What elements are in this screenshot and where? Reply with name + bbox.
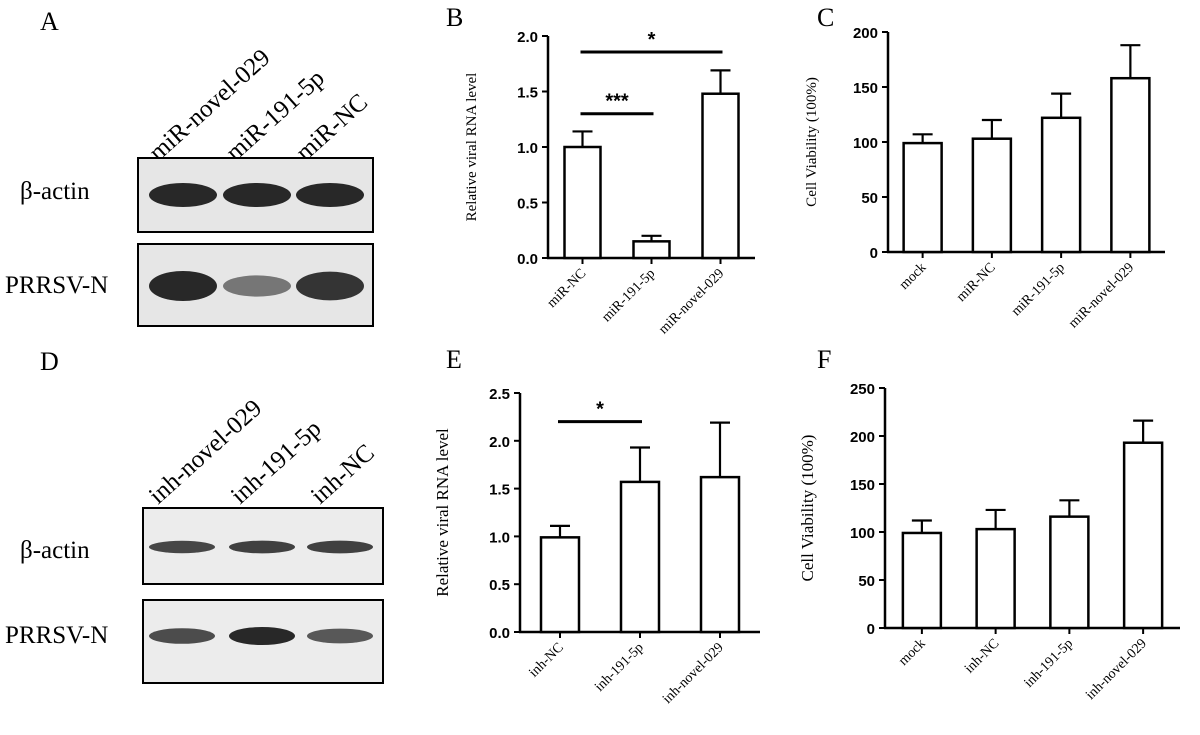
y-tick-label-f-2: 100: [850, 525, 875, 542]
panel-letter-e: E: [446, 345, 462, 374]
blot-panel-d: D inh-novel-029 inh-191-5p inh-NC β-acti…: [5, 347, 384, 684]
x-tick-label-b-2: miR-191-5p: [599, 266, 658, 325]
x-tick-label-f-3: inh-191-5p: [1022, 636, 1077, 691]
blot-band-a-actin-2: [223, 183, 291, 207]
chart-e: 0.0 0.5 1.0 1.5 2.0 2.5 Relative viral RNA lev…: [433, 386, 760, 707]
bar-e-2: [619, 480, 661, 634]
x-tick-label-e-3: inh-novel-029: [660, 640, 727, 707]
y-tick-label-f-3: 150: [850, 477, 875, 494]
y-tick-label-c-1: 50: [861, 190, 878, 207]
bar-c-3: [1040, 116, 1082, 254]
x-tick-label-e-1: inh-NC: [527, 640, 567, 680]
y-tick-label-b-0: 0.0: [517, 251, 538, 268]
blot-band-d-actin-3: [307, 540, 373, 554]
x-tick-label-b-1: miR-NC: [545, 266, 590, 311]
bar-f-2: [975, 527, 1016, 630]
panel-letter-d: D: [40, 347, 59, 376]
x-tick-label-c-4: miR-novel-029: [1066, 260, 1137, 331]
panel-letter-b: B: [446, 3, 463, 32]
y-axis-label-b: Relative viral RNA level: [464, 73, 480, 222]
y-axis-label-e: Relative viral RNA level: [433, 428, 452, 597]
y-tick-label-e-3: 1.5: [489, 482, 510, 499]
y-tick-label-f-5: 250: [850, 381, 875, 398]
blot-band-d-actin-1: [149, 540, 215, 554]
y-tick-label-c-2: 100: [853, 135, 878, 152]
row-label-d-prrsv: PRRSV-N: [5, 622, 108, 649]
bar-e-1: [539, 536, 581, 634]
y-tick-label-b-1: 0.5: [517, 196, 538, 213]
row-label-a-actin: β-actin: [20, 178, 90, 205]
chart-f: 0 50 100 150 200 250 Cell Viability (100%) mock…: [798, 381, 1180, 703]
bar-f-3: [1049, 515, 1090, 630]
bar-f-1: [901, 531, 943, 630]
bar-c-1: [902, 141, 943, 254]
bar-c-2: [971, 137, 1013, 254]
lane-label-d-3: inh-NC: [306, 439, 380, 509]
y-tick-label-c-4: 200: [853, 25, 878, 42]
y-tick-label-b-3: 1.5: [517, 85, 538, 102]
x-tick-label-f-4: inh-novel-029: [1083, 636, 1150, 703]
x-tick-label-c-3: miR-191-5p: [1009, 260, 1068, 319]
y-tick-label-f-4: 200: [850, 429, 875, 446]
significance-label-b-1: ***: [605, 91, 629, 113]
bar-c-4: [1110, 76, 1151, 254]
y-tick-label-f-1: 50: [858, 573, 875, 590]
x-tick-label-b-3: miR-novel-029: [656, 266, 727, 337]
significance-label-e-1: *: [596, 399, 604, 421]
y-tick-label-c-0: 0: [870, 245, 878, 262]
y-tick-label-e-2: 1.0: [489, 529, 510, 546]
row-label-d-actin: β-actin: [20, 537, 90, 564]
blot-band-a-prrsv-2: [223, 275, 291, 297]
blot-band-a-prrsv-3: [296, 271, 364, 301]
y-tick-label-e-1: 0.5: [489, 577, 510, 594]
y-axis-label-f: Cell Viability (100%): [798, 435, 817, 582]
bar-b-1: [563, 145, 602, 260]
bar-f-4: [1122, 441, 1164, 630]
panel-letter-c: C: [817, 3, 834, 32]
y-tick-label-b-2: 1.0: [517, 140, 538, 157]
blot-band-a-actin-1: [149, 183, 217, 207]
x-tick-label-f-2: inh-NC: [962, 636, 1002, 676]
y-tick-label-b-4: 2.0: [517, 29, 538, 46]
y-tick-label-c-3: 150: [853, 80, 878, 97]
panel-letter-f: F: [817, 345, 831, 374]
bar-b-3: [701, 92, 740, 260]
x-tick-label-c-1: mock: [897, 260, 930, 293]
bar-b-2: [632, 240, 671, 260]
row-label-a-prrsv: PRRSV-N: [5, 272, 108, 299]
blot-band-a-prrsv-1: [149, 271, 217, 301]
blot-band-d-prrsv-1: [149, 628, 215, 644]
y-tick-label-e-5: 2.5: [489, 386, 510, 403]
x-tick-label-e-2: inh-191-5p: [592, 640, 647, 695]
panel-letter-a: A: [40, 7, 59, 36]
x-tick-label-c-2: miR-NC: [954, 260, 999, 305]
blot-panel-a: A miR-novel-029 miR-191-5p miR-NC β-acti…: [5, 7, 374, 327]
y-axis-label-c: Cell Viability (100%): [804, 77, 820, 207]
blot-band-a-actin-3: [296, 183, 364, 207]
y-tick-label-e-4: 2.0: [489, 434, 510, 451]
y-tick-label-f-0: 0: [867, 621, 875, 638]
blot-band-d-prrsv-3: [307, 628, 373, 644]
bar-e-3: [699, 475, 741, 634]
chart-b: 0.0 0.5 1.0 1.5 2.0 Relative viral RNA level m…: [464, 29, 755, 337]
y-tick-label-e-0: 0.0: [489, 625, 510, 642]
significance-label-b-2: *: [648, 29, 656, 51]
blot-band-d-prrsv-2: [229, 627, 295, 645]
blot-band-d-actin-2: [229, 540, 295, 554]
x-tick-label-f-1: mock: [896, 636, 929, 669]
